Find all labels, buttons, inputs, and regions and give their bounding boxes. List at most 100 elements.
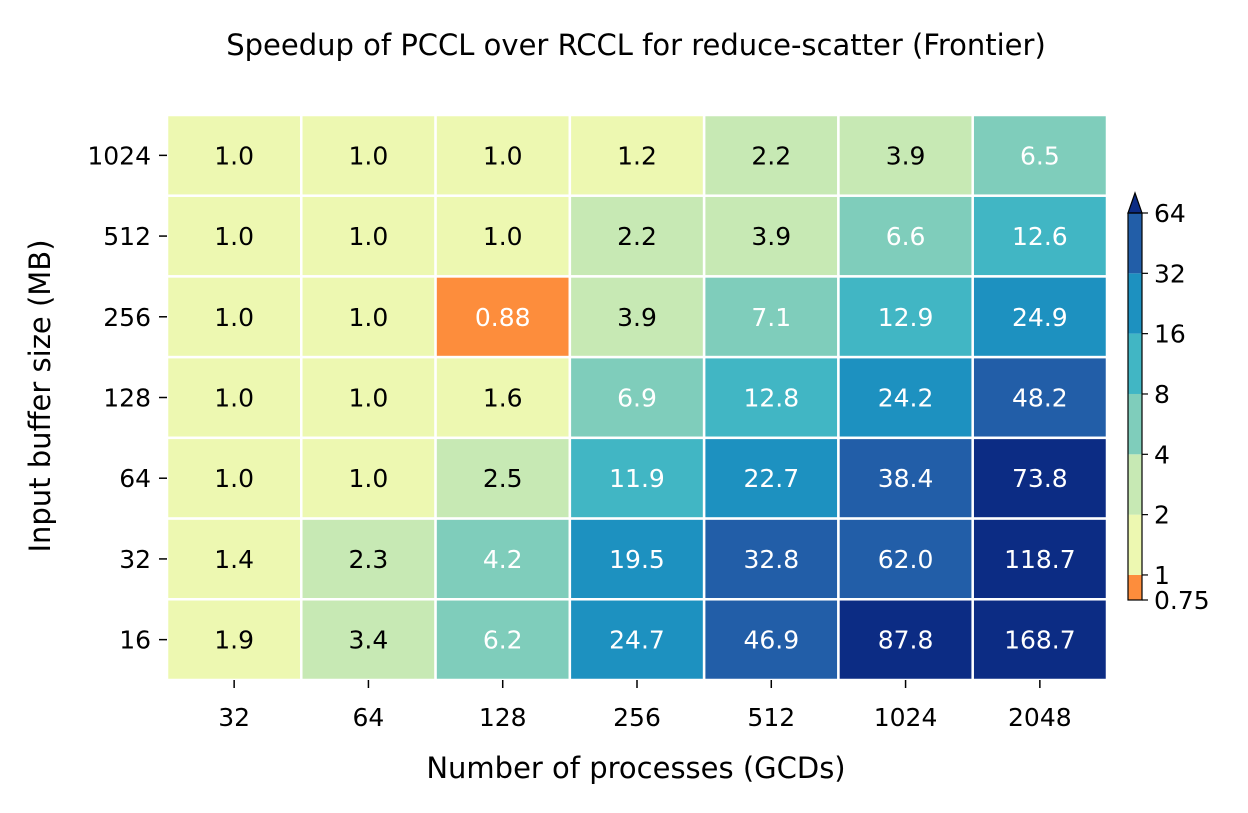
colorbar-tick-label: 0.75 bbox=[1154, 586, 1210, 615]
cell-value-label: 1.0 bbox=[349, 141, 389, 170]
heatmap-cell bbox=[702, 275, 840, 359]
cell-value-label: 1.9 bbox=[214, 626, 254, 655]
colorbar-segment bbox=[1128, 273, 1142, 334]
cell-value-label: 46.9 bbox=[743, 626, 799, 655]
cell-value-label: 1.0 bbox=[349, 222, 389, 251]
colorbar-tick-label: 64 bbox=[1154, 199, 1186, 228]
cell-value-label: 0.88 bbox=[475, 303, 531, 332]
y-tick-label: 16 bbox=[119, 626, 151, 655]
cell-value-label: 73.8 bbox=[1012, 464, 1068, 493]
cell-value-label: 1.0 bbox=[349, 384, 389, 413]
y-axis-ticks: 1024 512 256 128 64 32 16 bbox=[87, 141, 167, 655]
heatmap-cell bbox=[971, 194, 1109, 278]
heatmap-cell bbox=[300, 517, 437, 601]
colorbar: 0.751 2 4 8 16 32 64 bbox=[1127, 191, 1210, 615]
cell-value-label: 6.6 bbox=[886, 222, 926, 251]
x-axis-label: Number of processes (GCDs) bbox=[426, 751, 845, 785]
colorbar-segment bbox=[1128, 213, 1142, 274]
colorbar-segment bbox=[1128, 514, 1142, 575]
cell-value-label: 1.0 bbox=[214, 303, 254, 332]
cell-value-label: 1.0 bbox=[214, 222, 254, 251]
heatmap-cells: 1.0 1.0 1.0 1.2 2.2 3.9 6.5 1.0 1.0 1.0 2.2 3.9 6.6 1… bbox=[165, 113, 1109, 682]
cell-value-label: 118.7 bbox=[1004, 545, 1076, 574]
y-tick-label: 64 bbox=[119, 464, 151, 493]
cell-value-label: 3.9 bbox=[751, 222, 791, 251]
cell-value-label: 32.8 bbox=[743, 545, 799, 574]
cell-value-label: 24.2 bbox=[878, 384, 934, 413]
colorbar-outline bbox=[1127, 212, 1143, 601]
heatmap-cell bbox=[165, 517, 303, 601]
cell-value-label: 6.9 bbox=[617, 384, 657, 413]
colorbar-tick-label: 2 bbox=[1154, 501, 1170, 530]
cell-value-label: 1.0 bbox=[483, 141, 523, 170]
colorbar-segment bbox=[1128, 333, 1142, 394]
heatmap-cell bbox=[702, 517, 840, 601]
x-tick-label: 2048 bbox=[1008, 703, 1072, 732]
colorbar-tick-label: 1 bbox=[1154, 561, 1170, 590]
x-tick-label: 64 bbox=[353, 703, 385, 732]
colorbar-tick-label: 16 bbox=[1154, 320, 1186, 349]
heatmap-cell bbox=[165, 355, 303, 440]
heatmap-cell bbox=[568, 598, 706, 682]
cell-value-label: 48.2 bbox=[1012, 384, 1068, 413]
heatmap-cell bbox=[837, 275, 974, 359]
heatmap-cell bbox=[837, 355, 974, 440]
cell-value-label: 4.2 bbox=[483, 545, 523, 574]
cell-value-label: 24.7 bbox=[609, 626, 665, 655]
heatmap-cell bbox=[702, 598, 840, 682]
cell-value-label: 1.6 bbox=[483, 384, 523, 413]
cell-value-label: 7.1 bbox=[751, 303, 791, 332]
cell-value-label: 1.0 bbox=[214, 464, 254, 493]
cell-value-label: 38.4 bbox=[878, 464, 934, 493]
cell-value-label: 6.2 bbox=[483, 626, 523, 655]
cell-value-label: 22.7 bbox=[743, 464, 799, 493]
x-tick-label: 1024 bbox=[874, 703, 938, 732]
y-axis-label: Input buffer size (MB) bbox=[23, 239, 57, 552]
heatmap-cell bbox=[971, 355, 1109, 440]
cell-value-label: 11.9 bbox=[609, 464, 665, 493]
x-tick-label: 128 bbox=[479, 703, 527, 732]
cell-value-label: 12.8 bbox=[743, 384, 799, 413]
cell-value-label: 12.6 bbox=[1012, 222, 1068, 251]
heatmap-cell bbox=[434, 194, 572, 278]
cell-value-label: 3.4 bbox=[349, 626, 389, 655]
heatmap-cell bbox=[971, 517, 1109, 601]
cell-value-label: 19.5 bbox=[609, 545, 665, 574]
cell-value-label: 1.2 bbox=[617, 141, 657, 170]
heatmap-cell bbox=[702, 194, 840, 278]
cell-value-label: 12.9 bbox=[878, 303, 934, 332]
y-tick-label: 512 bbox=[103, 222, 151, 251]
y-tick-label: 256 bbox=[103, 303, 151, 332]
cell-value-label: 62.0 bbox=[878, 545, 934, 574]
cell-value-label: 2.2 bbox=[751, 141, 791, 170]
heatmap-cell bbox=[837, 113, 974, 197]
colorbar-extend-arrow bbox=[1127, 191, 1143, 214]
cell-value-label: 1.0 bbox=[483, 222, 523, 251]
heatmap-cell bbox=[300, 113, 437, 197]
x-axis-ticks: 32 64 128 256 512 1024 2048 bbox=[218, 680, 1072, 732]
cell-value-label: 1.0 bbox=[349, 303, 389, 332]
chart-title: Speedup of PCCL over RCCL for reduce-sca… bbox=[226, 28, 1046, 62]
cell-value-label: 1.0 bbox=[214, 384, 254, 413]
cell-value-label: 3.9 bbox=[886, 141, 926, 170]
cell-value-label: 2.5 bbox=[483, 464, 523, 493]
heatmap-cell bbox=[971, 275, 1109, 359]
colorbar-segment bbox=[1128, 454, 1142, 515]
cell-value-label: 24.9 bbox=[1012, 303, 1068, 332]
cell-value-label: 1.0 bbox=[214, 141, 254, 170]
x-tick-label: 512 bbox=[747, 703, 795, 732]
heatmap-cell bbox=[300, 275, 437, 359]
colorbar-tick-label: 8 bbox=[1154, 380, 1170, 409]
cell-value-label: 168.7 bbox=[1004, 626, 1076, 655]
cell-value-label: 2.3 bbox=[349, 545, 389, 574]
cell-value-label: 1.4 bbox=[214, 545, 254, 574]
colorbar-segment bbox=[1128, 574, 1142, 600]
heatmap-cell bbox=[434, 436, 572, 520]
heatmap-cell bbox=[300, 355, 437, 440]
colorbar-segment bbox=[1128, 393, 1142, 455]
x-tick-label: 32 bbox=[218, 703, 250, 732]
cell-value-label: 6.5 bbox=[1020, 141, 1060, 170]
heatmap-cell bbox=[434, 275, 572, 359]
